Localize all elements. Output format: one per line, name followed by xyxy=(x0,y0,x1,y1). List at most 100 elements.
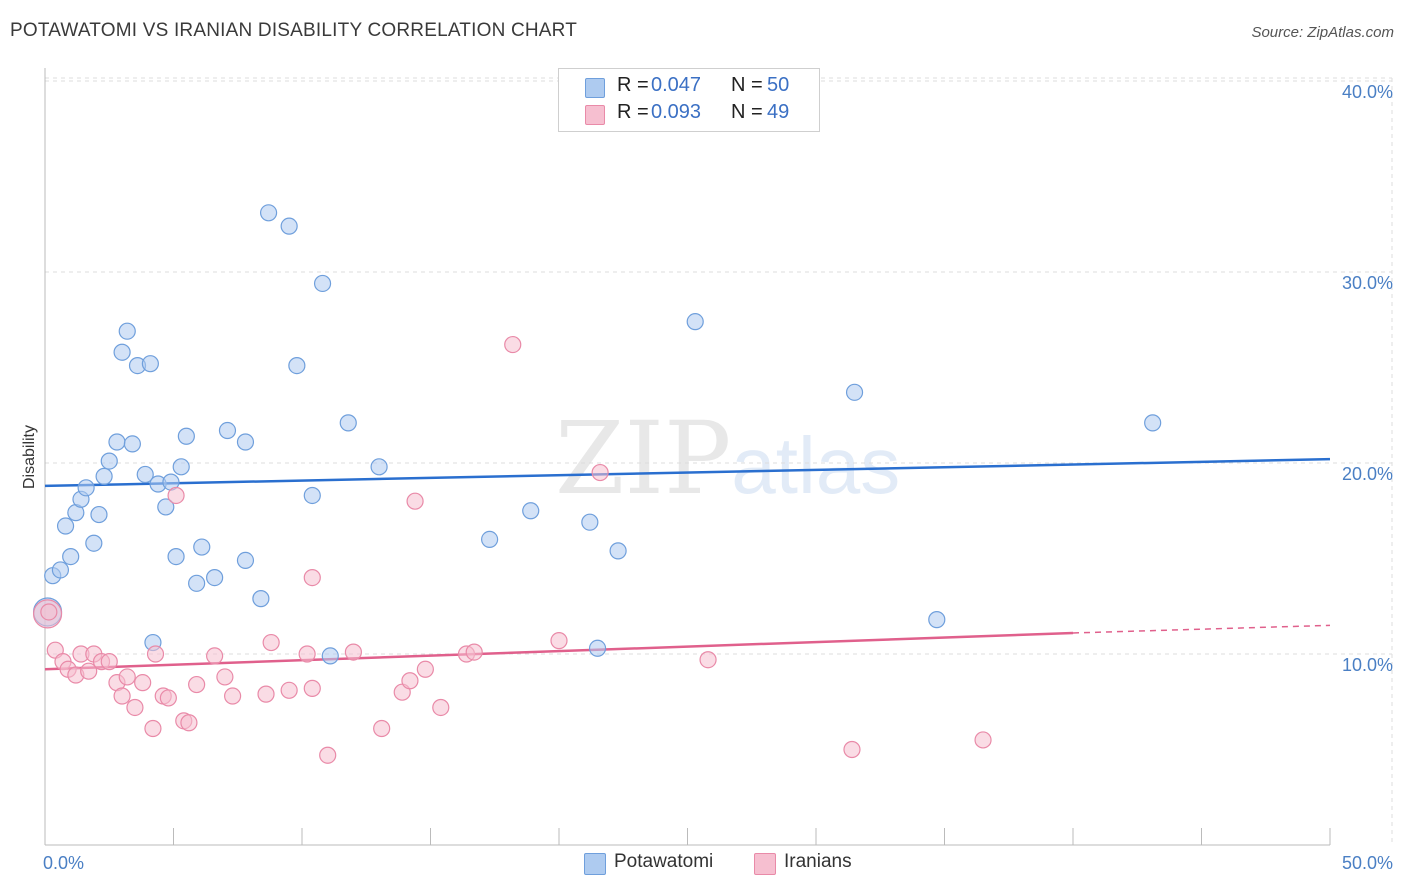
axes xyxy=(44,68,1331,846)
potawatomi-point xyxy=(141,355,159,373)
iranians-point xyxy=(303,568,321,587)
potawatomi-point xyxy=(172,458,190,476)
y-axis-label: Disability xyxy=(21,425,38,489)
iranians-point xyxy=(100,653,118,671)
potawatomi-point xyxy=(108,433,126,451)
iranians-point xyxy=(298,645,316,663)
legend-swatch-pink xyxy=(585,105,605,125)
iranians-point xyxy=(188,675,206,694)
legend-n-label: N = xyxy=(731,74,763,96)
potawatomi-point xyxy=(236,433,255,451)
iranians-point xyxy=(224,687,242,705)
potawatomi-point xyxy=(77,479,95,497)
stats-legend: R = 0.047 N = 50 R = 0.093 N = 49 xyxy=(558,68,820,132)
potawatomi-point xyxy=(303,486,321,505)
iranians-point xyxy=(401,672,419,690)
potawatomi-point xyxy=(481,530,499,549)
iranians-point xyxy=(134,674,152,692)
legend-r-label: R = xyxy=(617,74,649,96)
iranians-point xyxy=(118,668,136,686)
iranians-point xyxy=(126,698,144,717)
iranians-point xyxy=(373,719,391,738)
legend-n-value: 49 xyxy=(767,101,790,123)
iranians-point xyxy=(319,746,337,764)
potawatomi-point xyxy=(218,421,237,440)
legend-r-value: 0.047 xyxy=(651,74,702,96)
iranians-point xyxy=(146,645,165,663)
iranians-point xyxy=(432,698,450,717)
bottom-legend-label: Iranians xyxy=(784,851,852,872)
legend-r-label: R = xyxy=(617,101,649,123)
legend-swatch-blue xyxy=(585,78,605,98)
y-tick-label: 10.0% xyxy=(1342,655,1393,675)
axis-labels: 10.0% 20.0% 30.0% 40.0% 0.0% 50.0% Disability xyxy=(21,82,1393,873)
potawatomi-point xyxy=(313,274,332,293)
potawatomi-point xyxy=(157,498,175,516)
potawatomi-point xyxy=(136,465,154,484)
iranians-point xyxy=(974,731,992,749)
potawatomi-point xyxy=(1144,414,1162,432)
potawatomi-point xyxy=(118,322,136,340)
iranians-point xyxy=(40,603,58,621)
data-points xyxy=(32,204,1162,764)
potawatomi-point xyxy=(321,647,339,665)
iranians-point xyxy=(180,714,198,732)
iranians-point xyxy=(504,335,522,354)
potawatomi-point xyxy=(339,414,357,432)
potawatomi-point xyxy=(123,435,141,453)
potawatomi-point xyxy=(686,313,704,331)
trend-lines xyxy=(44,457,1331,671)
bottom-legend-swatch-pink xyxy=(754,853,776,875)
iranians-point xyxy=(257,685,275,703)
legend-r-value: 0.093 xyxy=(651,101,702,123)
iranians-point xyxy=(206,647,224,665)
potawatomi-point xyxy=(288,356,306,375)
iranians-trend-extension xyxy=(1072,624,1331,634)
x-tick-label: 50.0% xyxy=(1342,853,1393,873)
potawatomi-point xyxy=(188,574,206,592)
iranians-point xyxy=(80,662,98,680)
potawatomi-point xyxy=(95,467,113,485)
y-tick-label: 30.0% xyxy=(1342,273,1393,293)
potawatomi-point xyxy=(928,611,946,629)
iranians-point xyxy=(144,719,162,738)
potawatomi-point xyxy=(56,517,75,535)
bottom-legend-label: Potawatomi xyxy=(614,851,714,872)
potawatomi-point xyxy=(522,502,540,520)
legend-n-value: 50 xyxy=(767,74,790,96)
potawatomi-point xyxy=(370,458,388,476)
iranians-point xyxy=(416,660,434,678)
potawatomi-point xyxy=(236,551,255,570)
iranians-point xyxy=(216,668,234,686)
iranians-point xyxy=(303,679,321,697)
potawatomi-point xyxy=(609,542,627,560)
potawatomi-point xyxy=(51,561,70,579)
potawatomi-point xyxy=(252,590,270,608)
iranians-point xyxy=(550,632,568,650)
iranians-point xyxy=(406,492,424,510)
iranians-point xyxy=(699,651,717,669)
potawatomi-point xyxy=(259,204,278,222)
iranians-point xyxy=(113,687,131,705)
iranians-point xyxy=(465,643,483,661)
potawatomi-point xyxy=(193,538,211,556)
potawatomi-point xyxy=(100,452,118,470)
chart-title: POTAWATOMI VS IRANIAN DISABILITY CORRELA… xyxy=(10,20,578,41)
potawatomi-point xyxy=(581,513,599,531)
iranians-point xyxy=(159,689,177,707)
potawatomi-trend-line xyxy=(44,457,1331,488)
bottom-legend-swatch-blue xyxy=(584,853,606,875)
legend-n-label: N = xyxy=(731,101,763,123)
iranians-point xyxy=(843,740,861,759)
y-tick-label: 40.0% xyxy=(1342,82,1393,102)
iranians-point xyxy=(344,643,362,661)
potawatomi-point xyxy=(588,639,607,657)
potawatomi-point xyxy=(167,547,185,566)
potawatomi-point xyxy=(177,427,195,445)
potawatomi-point xyxy=(845,383,864,401)
potawatomi-point xyxy=(62,547,80,566)
potawatomi-point xyxy=(90,505,108,524)
iranians-point xyxy=(280,681,298,699)
potawatomi-point xyxy=(280,217,298,235)
